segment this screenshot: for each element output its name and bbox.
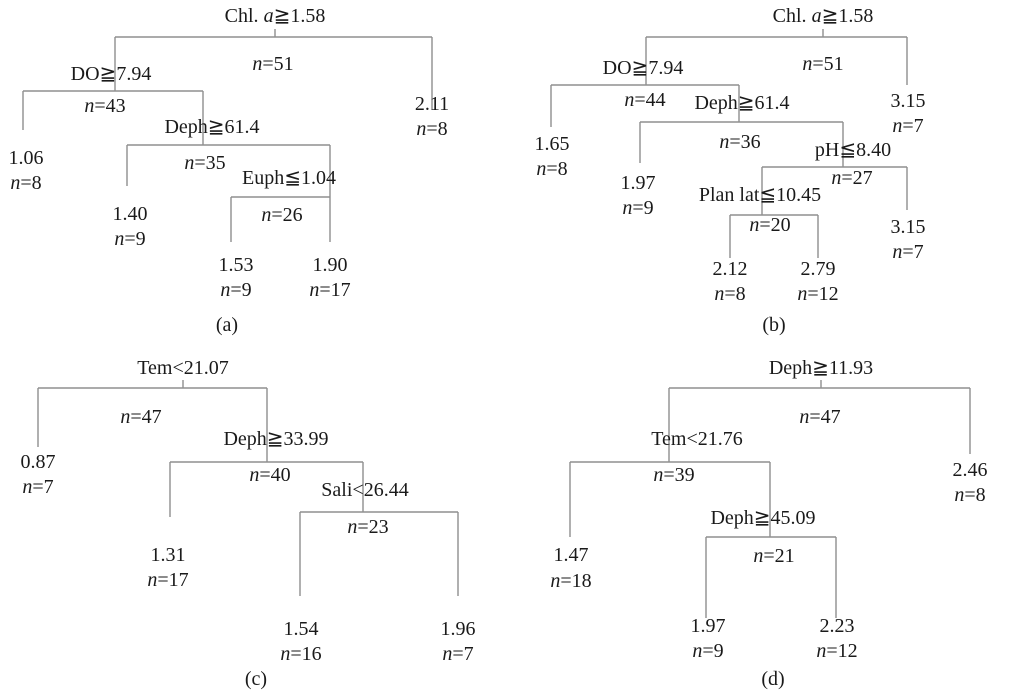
- leaf-count: n=9: [220, 279, 251, 301]
- leaf-value: 2.79: [801, 258, 836, 280]
- leaf-value: 1.97: [691, 615, 726, 637]
- leaf-value: 1.96: [441, 618, 476, 640]
- split-condition: Chl. a≧1.58: [773, 5, 874, 27]
- leaf-count: n=17: [309, 279, 350, 301]
- leaf-count: n=7: [892, 115, 923, 137]
- split-condition: Tem<21.07: [137, 357, 229, 379]
- leaf-value: 1.90: [313, 254, 348, 276]
- split-condition: Deph≧61.4: [694, 92, 789, 114]
- node-count: n=51: [252, 53, 293, 75]
- split-condition: Euph≦1.04: [242, 167, 336, 189]
- node-count: n=36: [719, 131, 760, 153]
- leaf-count: n=9: [692, 640, 723, 662]
- leaf-value: 1.54: [284, 618, 319, 640]
- split-condition: Deph≧45.09: [710, 507, 815, 529]
- split-condition: Deph≧11.93: [769, 357, 873, 379]
- panel-label: (d): [761, 668, 784, 690]
- node-count: n=20: [749, 214, 790, 236]
- leaf-value: 3.15: [891, 90, 926, 112]
- node-count: n=21: [753, 545, 794, 567]
- leaf-count: n=9: [114, 228, 145, 250]
- split-condition: DO≧7.94: [603, 57, 684, 79]
- split-condition: Sali<26.44: [321, 479, 408, 501]
- node-count: n=26: [261, 204, 302, 226]
- leaf-count: n=7: [442, 643, 473, 665]
- leaf-value: 1.47: [554, 544, 589, 566]
- split-condition: pH≦8.40: [815, 139, 891, 161]
- node-count: n=47: [799, 406, 840, 428]
- tree-panel-c: Tem<21.07 n=47 0.87 n=7 Deph≧33.99 n=40 1.31 n=…: [21, 357, 476, 690]
- node-count: n=51: [802, 53, 843, 75]
- panel-label: (c): [245, 668, 267, 690]
- node-count: n=35: [184, 152, 225, 174]
- leaf-value: 1.40: [113, 203, 148, 225]
- leaf-value: 1.97: [621, 172, 656, 194]
- leaf-count: n=8: [10, 172, 41, 194]
- leaf-count: n=8: [416, 118, 447, 140]
- leaf-count: n=18: [550, 570, 591, 592]
- tree-panel-b: Chl. a≧1.58 n=51 DO≧7.94 n=44 1.65 n=8 Deph≧61…: [535, 5, 926, 336]
- node-count: n=39: [653, 464, 694, 486]
- leaf-count: n=17: [147, 569, 188, 591]
- leaf-value: 2.46: [953, 459, 988, 481]
- split-condition: Tem<21.76: [651, 428, 743, 450]
- panel-label: (b): [762, 314, 785, 336]
- leaf-value: 1.31: [151, 544, 186, 566]
- leaf-count: n=12: [816, 640, 857, 662]
- leaf-count: n=8: [954, 484, 985, 506]
- tree-panel-a: Chl. a≧1.58 n=51 DO≧7.94 n=43 1.06 n=8 Deph≧61…: [9, 5, 450, 336]
- node-count: n=47: [120, 406, 161, 428]
- leaf-value: 2.23: [820, 615, 855, 637]
- leaf-value: 2.12: [713, 258, 748, 280]
- leaf-count: n=7: [22, 476, 53, 498]
- split-condition: Deph≧33.99: [223, 428, 328, 450]
- leaf-value: 1.06: [9, 147, 44, 169]
- leaf-value: 3.15: [891, 216, 926, 238]
- node-count: n=44: [624, 89, 665, 111]
- leaf-value: 1.65: [535, 133, 570, 155]
- panel-label: (a): [216, 314, 238, 336]
- split-condition: Deph≧61.4: [164, 116, 259, 138]
- leaf-count: n=7: [892, 241, 923, 263]
- leaf-value: 0.87: [21, 451, 56, 473]
- node-count: n=27: [831, 167, 872, 189]
- node-count: n=43: [84, 95, 125, 117]
- node-count: n=23: [347, 516, 388, 538]
- leaf-count: n=16: [280, 643, 321, 665]
- leaf-count: n=8: [714, 283, 745, 305]
- node-count: n=40: [249, 464, 290, 486]
- leaf-count: n=12: [797, 283, 838, 305]
- split-condition: Plan lat≦10.45: [699, 184, 821, 206]
- tree-panel-d: Deph≧11.93 n=47 Tem<21.76 n=39 1.47 n=18 Deph≧…: [550, 357, 987, 690]
- leaf-value: 1.53: [219, 254, 254, 276]
- leaf-count: n=8: [536, 158, 567, 180]
- leaf-value: 2.11: [415, 93, 449, 115]
- split-condition: DO≧7.94: [71, 63, 152, 85]
- split-condition: Chl. a≧1.58: [225, 5, 326, 27]
- leaf-count: n=9: [622, 197, 653, 219]
